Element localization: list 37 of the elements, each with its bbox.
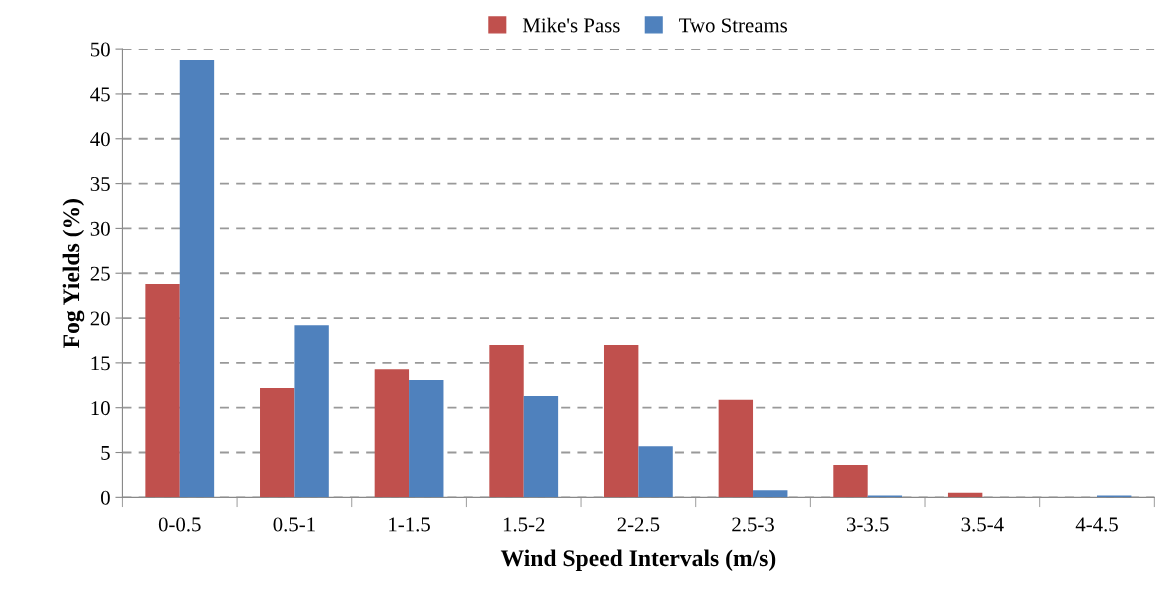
bar [638,446,673,498]
x-tick-label: 2-2.5 [617,517,660,532]
bar [260,387,295,498]
bar [294,325,329,498]
legend-label: Two Streams [679,18,788,33]
bar [179,59,215,498]
y-tick-label: 40 [90,132,110,147]
y-axis-title: Fog Yields (%) [62,199,85,349]
x-tick-label: 2.5-3 [732,517,774,532]
y-tick-label: 0 [101,490,110,505]
bar [374,369,410,498]
x-tick-label: 0.5-1 [273,517,315,532]
x-tick-label: 4-4.5 [1075,517,1118,532]
x-tick-label: 1.5-2 [503,517,545,532]
bar [753,490,788,498]
bar [833,465,868,498]
y-tick-label: 35 [90,177,110,192]
bar [409,379,444,498]
y-tick-label: 20 [90,311,110,326]
x-tick-label: 1-1.5 [389,517,430,532]
y-tick-label: 45 [90,87,110,102]
x-axis-title: Wind Speed Intervals (m/s) [500,549,776,571]
bar [718,399,754,498]
y-tick-label: 10 [91,401,110,416]
y-tick-label: 30 [90,221,110,236]
y-tick-label: 15 [91,356,110,371]
bar [489,344,524,498]
y-tick-label: 5 [101,446,110,460]
x-tick-label: 0-0.5 [158,517,201,532]
x-tick-label: 3.5-4 [961,517,1004,532]
legend-label: Mike's Pass [522,17,620,33]
bar [145,283,180,498]
bar [523,396,559,498]
bar [603,344,639,498]
y-tick-label: 50 [91,42,110,57]
y-tick-label: 25 [90,266,110,281]
x-tick-label: 3-3.5 [847,517,889,532]
